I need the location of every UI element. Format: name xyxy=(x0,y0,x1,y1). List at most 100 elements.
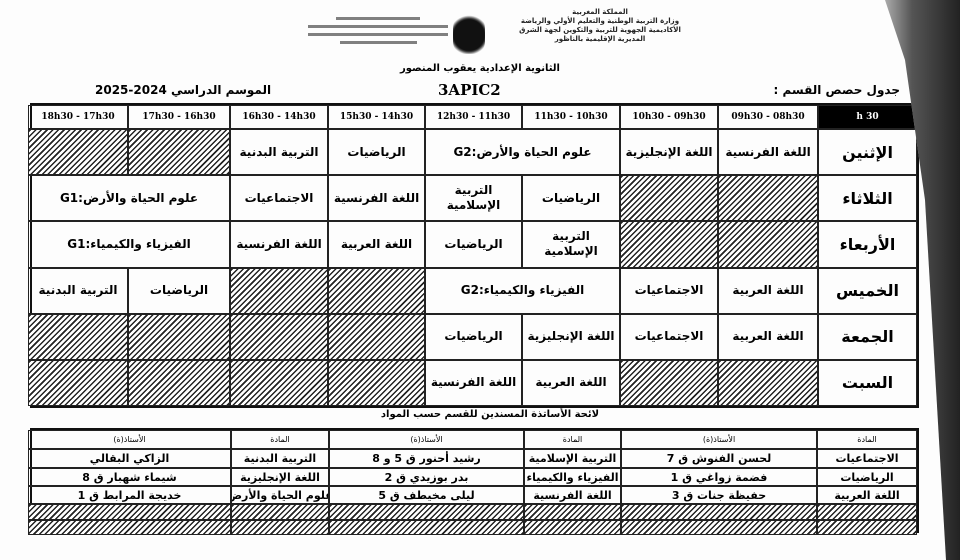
lesson-cell: الرياضيات xyxy=(425,313,522,360)
empty-slot xyxy=(28,313,128,360)
empty-slot xyxy=(620,221,718,268)
moroccan-emblem-icon xyxy=(453,12,485,54)
lesson-cell: اللغة العربية xyxy=(328,221,425,268)
lesson-cell: اللغة العربية xyxy=(718,313,818,360)
day-label: الجمعة xyxy=(818,313,917,360)
subject-name: اللغة العربية xyxy=(817,486,917,504)
lesson-cell: اللغة العربية xyxy=(718,267,818,314)
teacher-name: شيماء شهبار ق 8 xyxy=(28,468,231,486)
teacher-header: الأستاذ(ة) xyxy=(329,430,524,449)
lesson-cell: الاجتماعيات xyxy=(620,267,718,314)
subject-name: الرياضيات xyxy=(817,468,917,486)
slot-header: 11h30 - 10h30 xyxy=(522,105,620,129)
subject-name: علوم الحياة والأرض xyxy=(231,486,329,504)
ministry-line: وزارة التربية الوطنية والتعليم الأولي وا… xyxy=(520,17,680,25)
empty-row-cell xyxy=(817,504,917,520)
empty-row-cell xyxy=(524,504,621,520)
empty-slot xyxy=(718,175,818,222)
corner-hours: 30 h xyxy=(818,105,917,129)
day-label: الثلاثاء xyxy=(818,175,917,222)
class-name: 3APIC2 xyxy=(438,81,501,99)
lesson-cell: التربية البدنية xyxy=(230,129,328,176)
slot-header: 12h30 - 11h30 xyxy=(425,105,522,129)
teacher-name: رشيد أحنور ق 5 و 8 xyxy=(329,449,524,468)
empty-slot xyxy=(718,359,818,406)
school-year: الموسم الدراسي 2024-2025 xyxy=(95,83,272,97)
ministry-line: المملكة المغربية xyxy=(572,8,628,16)
lesson-cell: اللغة الفرنسية xyxy=(230,221,328,268)
subject-name: اللغة الإنجليزية xyxy=(231,468,329,486)
teacher-header: الأستاذ(ة) xyxy=(28,430,231,449)
ministry-header-arabic: المملكة المغربية وزارة التربية الوطنية و… xyxy=(495,8,705,44)
subject-header: المادة xyxy=(817,430,917,449)
lesson-cell: اللغة الفرنسية xyxy=(328,175,425,222)
empty-slot xyxy=(230,313,328,360)
empty-row-cell xyxy=(524,520,621,535)
timetable-title: جدول حصص القسم : xyxy=(773,83,900,97)
empty-row-cell xyxy=(231,504,329,520)
day-label: الخميس xyxy=(818,267,917,314)
empty-slot xyxy=(128,129,230,176)
subject-header: المادة xyxy=(231,430,329,449)
teacher-name: حفيظة جنات ق 3 xyxy=(621,486,817,504)
teacher-header: الأستاذ(ة) xyxy=(621,430,817,449)
lesson-cell: علوم الحياة والأرض:G1 xyxy=(28,175,230,222)
empty-slot xyxy=(328,359,425,406)
lesson-cell: الاجتماعيات xyxy=(230,175,328,222)
subject-name: الفيزياء والكيمياء xyxy=(524,468,621,486)
subject-name: الاجتماعيات xyxy=(817,449,917,468)
teachers-title: لائحة الأساتذة المسندين للقسم حسب المواد xyxy=(380,409,600,420)
teacher-name: خديجة المرابط ق 1 xyxy=(28,486,231,504)
empty-row-cell xyxy=(329,504,524,520)
empty-row-cell xyxy=(329,520,524,535)
day-label: الأربعاء xyxy=(818,221,917,268)
lesson-cell: اللغة الإنجليزية xyxy=(522,313,620,360)
lesson-cell: التربية البدنية xyxy=(28,267,128,314)
lesson-cell: علوم الحياة والأرض:G2 xyxy=(425,129,620,176)
timetable-grid: 30 h 09h30 - 08h30 10h30 - 09h30 11h30 - 10… xyxy=(28,103,919,408)
subject-name: التربية البدنية xyxy=(231,449,329,468)
empty-slot xyxy=(230,359,328,406)
day-label: الإثنين xyxy=(818,129,917,176)
empty-slot xyxy=(230,267,328,314)
teacher-name: بدر بوزيدي ق 2 xyxy=(329,468,524,486)
slot-header: 10h30 - 09h30 xyxy=(620,105,718,129)
empty-row-cell xyxy=(231,520,329,535)
teacher-name: الزاكي البقالي xyxy=(28,449,231,468)
empty-slot xyxy=(328,267,425,314)
slot-header: 16h30 - 14h30 xyxy=(230,105,328,129)
lesson-cell: اللغة الفرنسية xyxy=(718,129,818,176)
empty-row-cell xyxy=(28,520,231,535)
lesson-cell: الفيزياء والكيمياء:G2 xyxy=(425,267,620,314)
lesson-cell: اللغة الإنجليزية xyxy=(620,129,718,176)
slot-header: 09h30 - 08h30 xyxy=(718,105,818,129)
teacher-name: فضمة زواغي ق 1 xyxy=(621,468,817,486)
school-name: الثانوية الإعدادية يعقوب المنصور xyxy=(400,63,560,74)
empty-slot xyxy=(128,313,230,360)
empty-row-cell xyxy=(28,504,231,520)
slot-header: 15h30 - 14h30 xyxy=(328,105,425,129)
empty-slot xyxy=(718,221,818,268)
subject-name: التربية الإسلامية xyxy=(524,449,621,468)
empty-slot xyxy=(28,129,128,176)
empty-slot xyxy=(128,359,230,406)
teachers-table: المادة الأستاذ(ة) المادة الأستاذ(ة) المادة ال… xyxy=(28,428,919,535)
lesson-cell: الرياضيات xyxy=(328,129,425,176)
empty-row-cell xyxy=(621,504,817,520)
slot-header: 18h30 - 17h30 xyxy=(28,105,128,129)
subject-name: اللغة الفرنسية xyxy=(524,486,621,504)
lesson-cell: الرياضيات xyxy=(522,175,620,222)
empty-slot xyxy=(620,175,718,222)
ministry-line: المديرية الإقليمية بالناظور xyxy=(554,35,646,43)
empty-row-cell xyxy=(621,520,817,535)
empty-slot xyxy=(620,359,718,406)
lesson-cell: الرياضيات xyxy=(128,267,230,314)
lesson-cell: التربية الإسلامية xyxy=(425,175,522,222)
empty-slot xyxy=(328,313,425,360)
teacher-name: لحسن الفنوش ق 7 xyxy=(621,449,817,468)
lesson-cell: اللغة الفرنسية xyxy=(425,359,522,406)
ministry-header-tifinagh xyxy=(308,12,448,49)
lesson-cell: الاجتماعيات xyxy=(620,313,718,360)
slot-header: 17h30 - 16h30 xyxy=(128,105,230,129)
